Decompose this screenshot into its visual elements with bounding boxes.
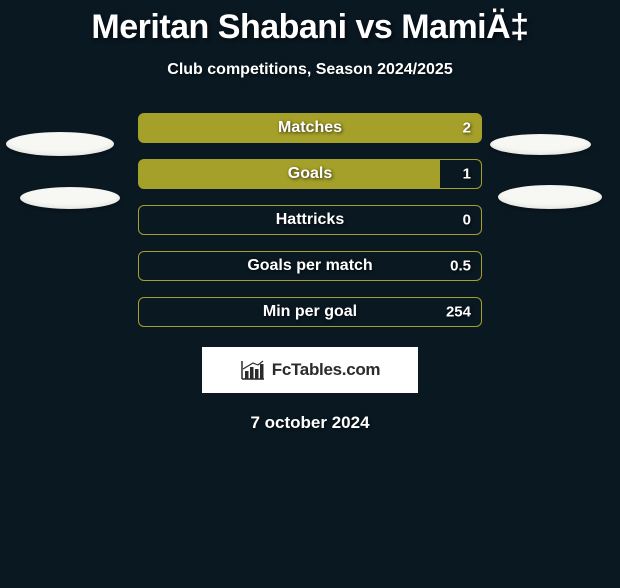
decorative-ellipse — [6, 132, 114, 156]
decorative-ellipse — [20, 187, 120, 209]
stat-row: Goals1 — [138, 159, 482, 189]
stat-label: Hattricks — [139, 211, 481, 229]
page-subtitle: Club competitions, Season 2024/2025 — [0, 61, 620, 79]
stat-value: 254 — [446, 304, 471, 321]
stat-value: 0 — [463, 212, 471, 229]
decorative-ellipse — [498, 185, 602, 209]
stat-label: Goals — [139, 165, 481, 183]
stat-row: Min per goal254 — [138, 297, 482, 327]
stat-value: 2 — [463, 120, 471, 137]
date-text: 7 october 2024 — [0, 413, 620, 433]
stat-value: 0.5 — [450, 258, 471, 275]
stat-label: Min per goal — [139, 303, 481, 321]
stat-label: Matches — [139, 119, 481, 137]
page-title: Meritan Shabani vs MamiÄ‡ — [0, 8, 620, 47]
decorative-ellipse — [490, 134, 591, 155]
stat-row: Matches2 — [138, 113, 482, 143]
stat-value: 1 — [463, 166, 471, 183]
stat-label: Goals per match — [139, 257, 481, 275]
stat-row: Goals per match0.5 — [138, 251, 482, 281]
bar-chart-icon — [240, 359, 266, 381]
logo-text: FcTables.com — [272, 360, 381, 380]
fctables-logo[interactable]: FcTables.com — [202, 347, 418, 393]
stat-row: Hattricks0 — [138, 205, 482, 235]
